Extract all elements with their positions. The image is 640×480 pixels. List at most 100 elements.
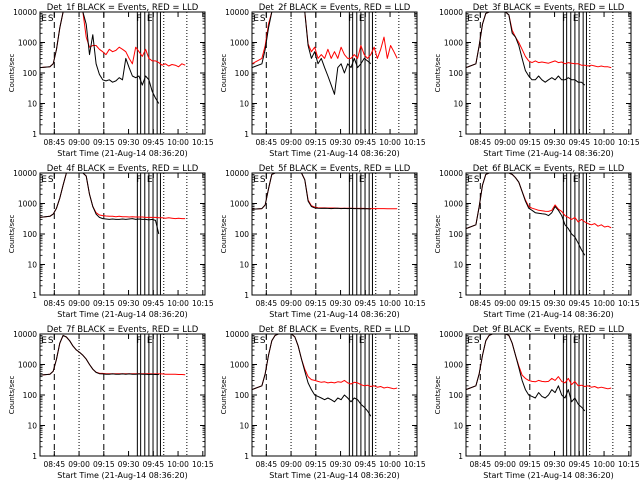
- y-tick-label: 1000: [18, 39, 37, 48]
- chart-panel-1: Det_1f BLACK = Events, RED = LLD Counts/s…: [8, 3, 214, 158]
- x-tick-label: 10:00: [593, 138, 615, 147]
- x-tick-label: 09:45: [142, 138, 164, 147]
- x-tick-label: 08:45: [43, 138, 65, 147]
- x-tick-label: 09:30: [330, 460, 352, 469]
- x-tick-label: 10:15: [404, 460, 426, 469]
- y-tick-label: 10000: [225, 330, 249, 339]
- plot-frame: [465, 11, 632, 135]
- event-marker-label: E: [147, 175, 153, 185]
- x-tick-label: 09:45: [568, 138, 590, 147]
- x-tick-label: 09:15: [519, 299, 541, 308]
- x-tick-label: 09:00: [280, 299, 302, 308]
- y-tick-label: 10: [27, 261, 37, 270]
- y-tick-label: 10: [27, 422, 37, 431]
- x-tick-label: 09:00: [494, 460, 516, 469]
- event-marker-label: S: [474, 336, 480, 346]
- x-tick-label: 08:45: [469, 138, 491, 147]
- x-tick-label: 10:15: [618, 299, 640, 308]
- y-tick-label: 100: [449, 69, 464, 78]
- y-axis-label: Counts/sec: [434, 54, 442, 93]
- y-tick-label: 10: [453, 422, 463, 431]
- x-tick-label: 09:45: [354, 460, 376, 469]
- panel-title: Det_4f BLACK = Events, RED = LLD: [47, 164, 199, 174]
- event-marker-label: F: [136, 175, 141, 185]
- events-series-line: [39, 334, 159, 376]
- x-tick-label: 09:45: [142, 460, 164, 469]
- y-tick-label: 1000: [444, 200, 463, 209]
- event-marker-label: E: [41, 175, 47, 185]
- x-tick-label: 09:00: [280, 138, 302, 147]
- event-marker-label: E: [467, 175, 473, 185]
- y-tick-label: 10000: [13, 169, 37, 178]
- x-tick-label: 09:30: [118, 299, 140, 308]
- y-tick-label: 100: [23, 391, 38, 400]
- x-tick-label: 10:00: [167, 460, 189, 469]
- chart-panel-7: Det_7f BLACK = Events, RED = LLD Counts/s…: [8, 325, 214, 480]
- events-series-line: [39, 172, 160, 235]
- y-tick-label: 100: [23, 230, 38, 239]
- x-tick-label: 09:15: [93, 299, 115, 308]
- y-axis-label: Counts/sec: [220, 215, 228, 254]
- x-tick-label: 08:45: [43, 299, 65, 308]
- x-tick-label: 08:45: [469, 460, 491, 469]
- x-tick-label: 09:30: [118, 138, 140, 147]
- event-marker-label: E: [573, 175, 579, 185]
- chart-panel-4: Det_4f BLACK = Events, RED = LLD Counts/s…: [8, 164, 214, 319]
- plot-frame: [465, 172, 632, 296]
- x-axis-label: Start Time (21-Aug-14 08:36:20): [269, 149, 400, 158]
- x-tick-label: 10:15: [192, 460, 214, 469]
- x-tick-label: 10:00: [379, 138, 401, 147]
- y-tick-label: 1000: [444, 39, 463, 48]
- y-tick-label: 10000: [439, 169, 463, 178]
- plot-frame: [39, 11, 206, 135]
- x-tick-label: 10:15: [618, 460, 640, 469]
- x-tick-label: 09:15: [93, 460, 115, 469]
- event-marker-label: E: [359, 336, 365, 346]
- chart-panel-8: Det_8f BLACK = Events, RED = LLD Counts/s…: [220, 325, 426, 480]
- event-marker-label: E: [573, 336, 579, 346]
- panel-title: Det_5f BLACK = Events, RED = LLD: [259, 164, 411, 174]
- y-tick-label: 100: [449, 230, 464, 239]
- x-axis-label: Start Time (21-Aug-14 08:36:20): [483, 310, 614, 319]
- event-marker-label: S: [260, 14, 266, 24]
- event-marker-label: F: [562, 336, 567, 346]
- event-marker-label: E: [253, 14, 259, 24]
- chart-panel-2: Det_2f BLACK = Events, RED = LLD Counts/s…: [220, 3, 426, 158]
- x-tick-label: 10:15: [618, 138, 640, 147]
- y-tick-label: 10000: [13, 330, 37, 339]
- event-marker-label: F: [136, 14, 141, 24]
- x-tick-label: 09:00: [494, 299, 516, 308]
- event-marker-label: E: [147, 336, 153, 346]
- panel-title: Det_3f BLACK = Events, RED = LLD: [473, 3, 625, 13]
- x-tick-label: 10:00: [379, 299, 401, 308]
- x-tick-label: 09:45: [354, 299, 376, 308]
- x-tick-label: 09:45: [568, 460, 590, 469]
- event-marker-label: S: [474, 14, 480, 24]
- event-marker-label: E: [467, 14, 473, 24]
- event-marker-label: E: [253, 336, 259, 346]
- x-tick-label: 09:15: [305, 299, 327, 308]
- y-tick-label: 1: [458, 291, 463, 300]
- x-tick-label: 10:15: [404, 299, 426, 308]
- chart-panel-3: Det_3f BLACK = Events, RED = LLD Counts/s…: [434, 3, 640, 158]
- panel-title: Det_8f BLACK = Events, RED = LLD: [259, 325, 411, 335]
- event-marker-label: S: [474, 175, 480, 185]
- x-axis-label: Start Time (21-Aug-14 08:36:20): [57, 471, 188, 480]
- x-axis-label: Start Time (21-Aug-14 08:36:20): [57, 310, 188, 319]
- x-tick-label: 09:15: [305, 138, 327, 147]
- y-tick-label: 1: [32, 291, 37, 300]
- x-axis-label: Start Time (21-Aug-14 08:36:20): [269, 310, 400, 319]
- x-tick-label: 10:15: [404, 138, 426, 147]
- y-tick-label: 1: [32, 130, 37, 139]
- y-axis-label: Counts/sec: [434, 376, 442, 415]
- plot-frame: [39, 333, 206, 457]
- y-tick-label: 100: [235, 230, 250, 239]
- x-tick-label: 09:30: [330, 299, 352, 308]
- x-tick-label: 08:45: [43, 460, 65, 469]
- y-tick-label: 100: [23, 69, 38, 78]
- event-marker-label: E: [41, 336, 47, 346]
- y-tick-label: 1000: [230, 200, 249, 209]
- x-tick-label: 09:15: [519, 460, 541, 469]
- x-tick-label: 10:00: [593, 299, 615, 308]
- panel-title: Det_6f BLACK = Events, RED = LLD: [473, 164, 625, 174]
